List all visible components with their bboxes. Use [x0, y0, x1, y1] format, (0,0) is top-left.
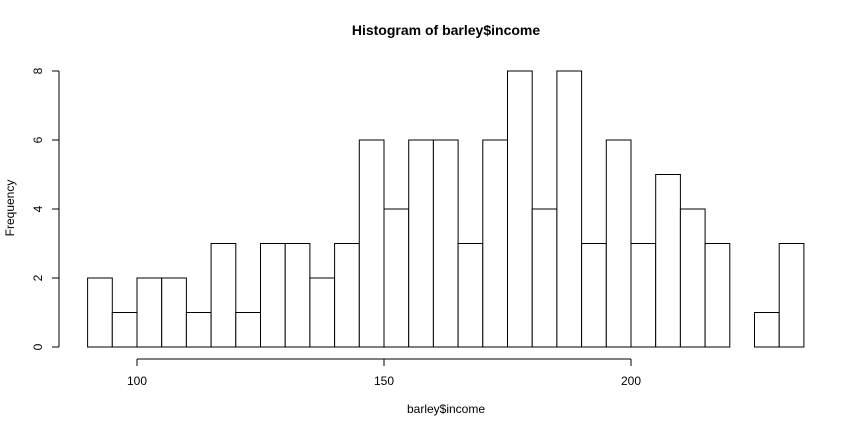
- histogram-bar-21: [605, 139, 632, 348]
- histogram-bar-28: [778, 243, 805, 348]
- histogram-bar-25: [704, 243, 731, 348]
- histogram-bar-2: [136, 277, 163, 348]
- histogram-bar-3: [161, 277, 187, 348]
- histogram-bar-12: [383, 208, 410, 348]
- histogram-bar-15: [457, 243, 484, 348]
- histogram-bar-23: [655, 174, 681, 348]
- x-axis: 100 150 200: [127, 358, 641, 388]
- x-axis-label: barley$income: [407, 402, 485, 416]
- y-tick-label-1: 2: [31, 274, 45, 281]
- histogram-bar-0: [87, 277, 113, 348]
- histogram-bar-1: [111, 312, 138, 348]
- y-tick-label-2: 4: [31, 205, 45, 212]
- histogram-bar-16: [482, 139, 508, 348]
- histogram-bar-8: [284, 243, 311, 348]
- histogram-bar-9: [309, 277, 336, 348]
- histogram-bar-14: [432, 139, 459, 348]
- y-tick-label-3: 6: [31, 136, 45, 143]
- y-tick-label-4: 8: [31, 67, 45, 74]
- histogram-bar-10: [334, 243, 360, 348]
- histogram-bar-19: [556, 70, 583, 348]
- bars-group: [87, 70, 805, 348]
- chart-title: Histogram of barley$income: [352, 22, 540, 38]
- histogram-bar-5: [210, 243, 237, 348]
- histogram-bar-27: [754, 312, 780, 348]
- histogram-bar-6: [235, 312, 262, 348]
- x-tick-label-0: 100: [127, 374, 147, 388]
- histogram-bar-22: [630, 243, 657, 348]
- x-tick-label-1: 150: [374, 374, 394, 388]
- y-tick-label-0: 0: [31, 343, 45, 350]
- histogram-bar-18: [531, 208, 558, 348]
- histogram-bar-4: [185, 312, 212, 348]
- histogram-bar-24: [679, 208, 706, 348]
- x-tick-label-2: 200: [621, 374, 641, 388]
- histogram-bar-11: [358, 139, 385, 348]
- histogram-bar-17: [507, 70, 533, 348]
- histogram-bar-13: [408, 139, 434, 348]
- y-axis-label: Frequency: [3, 180, 17, 237]
- y-axis: 0 2 4 6 8: [31, 67, 60, 350]
- histogram-bar-20: [581, 243, 607, 348]
- histogram-bar-7: [260, 243, 286, 348]
